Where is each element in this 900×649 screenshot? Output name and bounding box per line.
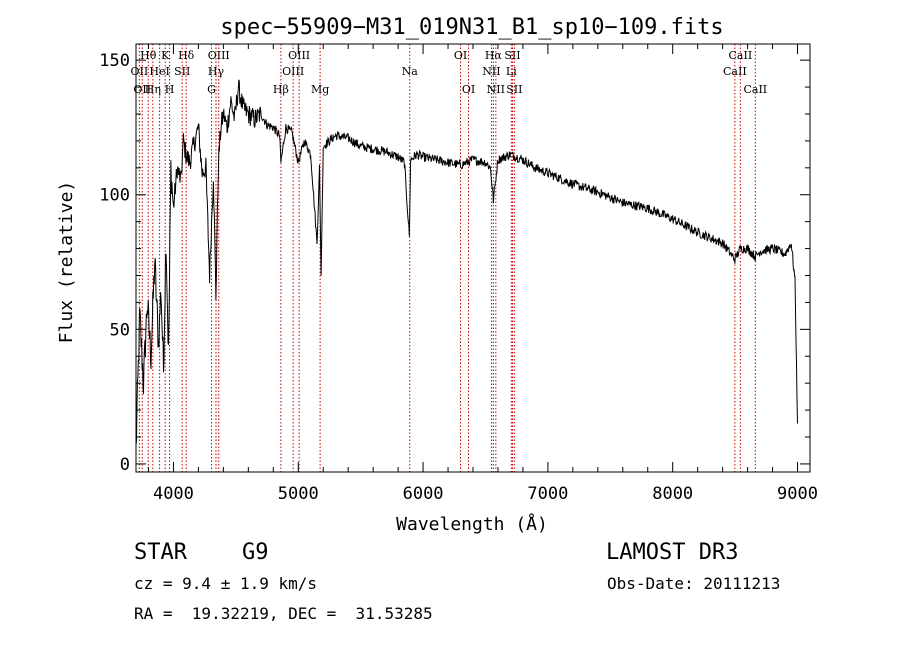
line-marker-label-21: NII: [487, 83, 505, 96]
line-marker-label-26: CaII: [729, 49, 753, 62]
x-axis-label: Wavelength (Å): [396, 513, 548, 535]
line-marker-label-19: NII: [482, 65, 500, 78]
line-marker-label-6: H: [165, 83, 175, 96]
line-marker-label-5: K: [161, 49, 170, 62]
spectrum-line-0: [135, 79, 798, 445]
line-marker-label-2: OII: [133, 83, 151, 96]
line-marker-label-27: CaII: [743, 83, 767, 96]
line-marker-label-8: Hδ: [178, 49, 195, 62]
x-tick-label-4: 8000: [652, 484, 693, 504]
y-tick-label-2: 100: [99, 186, 130, 206]
y-tick-label-0: 0: [120, 455, 130, 475]
line-marker-label-14: OIII: [288, 49, 310, 62]
object-subclass: G9: [242, 540, 269, 565]
line-markers: [138, 44, 756, 472]
line-marker-label-0: Hθ: [140, 49, 157, 62]
y-axis-ticks: 0 50 100 150: [99, 51, 810, 475]
line-marker-label-22: Li: [506, 65, 517, 78]
coords-line: RA = 19.32219, DEC = 31.53285: [134, 604, 433, 623]
redshift-line: cz = 9.4 ± 1.9 km/s: [134, 574, 318, 593]
object-class: STAR: [134, 540, 187, 565]
line-marker-label-1: OII: [131, 65, 149, 78]
survey-name: LAMOST DR3: [606, 540, 739, 565]
line-marker-label-16: Na: [402, 65, 419, 78]
line-marker-label-25: CaII: [723, 65, 747, 78]
line-marker-label-24: SII: [506, 83, 522, 96]
x-tick-label-2: 6000: [403, 484, 444, 504]
obs-date-line: Obs-Date: 20111213: [607, 574, 781, 593]
series-layer: [135, 79, 798, 445]
line-marker-label-20: Hα: [485, 49, 503, 62]
line-marker-label-15: Mg: [311, 83, 329, 96]
y-tick-label-3: 150: [99, 51, 130, 71]
line-marker-label-12: Hβ: [273, 83, 289, 96]
line-marker-label-7: SII: [174, 65, 190, 78]
line-marker-label-4: HeI: [149, 65, 169, 78]
x-tick-label-1: 5000: [278, 484, 319, 504]
x-tick-label-5: 9000: [777, 484, 818, 504]
line-marker-label-3: Hη: [145, 83, 161, 96]
x-axis-ticks: 4000 5000 6000 7000 8000 9000: [147, 44, 818, 504]
line-marker-label-17: OI: [454, 49, 467, 62]
line-marker-label-18: OI: [462, 83, 475, 96]
y-axis-label: Flux (relative): [56, 181, 77, 344]
line-marker-label-13: OIII: [282, 65, 304, 78]
line-marker-label-11: OIII: [208, 49, 230, 62]
y-tick-label-1: 50: [110, 320, 130, 340]
chart-title: spec−55909−M31_019N31_B1_sp10−109.fits: [220, 15, 723, 40]
line-marker-labels: HθOIIOIIHηHeIKHSIIHδGHγOIIIHβOIIIOIIIMgN…: [131, 49, 768, 96]
line-marker-label-10: Hγ: [208, 65, 225, 78]
x-tick-label-3: 7000: [527, 484, 568, 504]
line-marker-label-9: G: [207, 83, 216, 96]
plot-frame: [135, 43, 811, 473]
line-marker-label-23: SII: [504, 49, 520, 62]
x-tick-label-0: 4000: [153, 484, 194, 504]
